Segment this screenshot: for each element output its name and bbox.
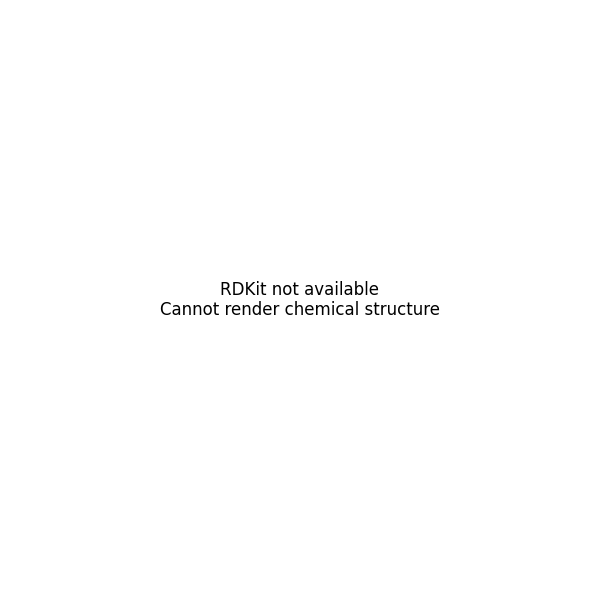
Text: RDKit not available
Cannot render chemical structure: RDKit not available Cannot render chemic… — [160, 281, 440, 319]
